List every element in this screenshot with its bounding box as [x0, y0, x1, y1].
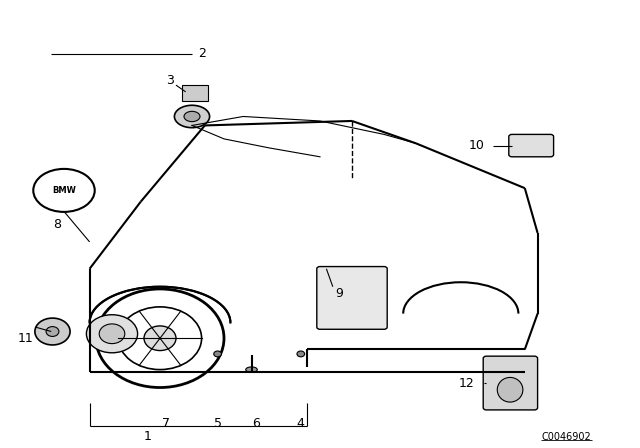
- Text: 11: 11: [18, 332, 33, 345]
- Text: C0046902: C0046902: [541, 432, 591, 442]
- Ellipse shape: [297, 351, 305, 357]
- Ellipse shape: [214, 351, 221, 357]
- FancyBboxPatch shape: [483, 356, 538, 410]
- Circle shape: [33, 169, 95, 212]
- Ellipse shape: [144, 326, 176, 350]
- Text: 12: 12: [459, 376, 475, 390]
- Text: 2: 2: [198, 47, 205, 60]
- Text: 4: 4: [297, 417, 305, 430]
- Text: 8: 8: [54, 217, 61, 231]
- Ellipse shape: [246, 367, 257, 372]
- FancyBboxPatch shape: [509, 134, 554, 157]
- Text: 3: 3: [166, 74, 173, 87]
- Text: 6: 6: [252, 417, 260, 430]
- Text: BMW: BMW: [52, 186, 76, 195]
- Bar: [182, 85, 208, 101]
- Text: 5: 5: [214, 417, 221, 430]
- Text: 7: 7: [163, 417, 170, 430]
- Ellipse shape: [35, 318, 70, 345]
- Ellipse shape: [184, 112, 200, 122]
- Ellipse shape: [46, 327, 59, 336]
- FancyBboxPatch shape: [317, 267, 387, 329]
- Ellipse shape: [497, 377, 523, 402]
- Text: 9: 9: [335, 287, 343, 300]
- Text: 10: 10: [468, 139, 484, 152]
- Text: 1: 1: [143, 430, 151, 444]
- Ellipse shape: [86, 314, 138, 353]
- Ellipse shape: [99, 324, 125, 344]
- Ellipse shape: [174, 105, 210, 128]
